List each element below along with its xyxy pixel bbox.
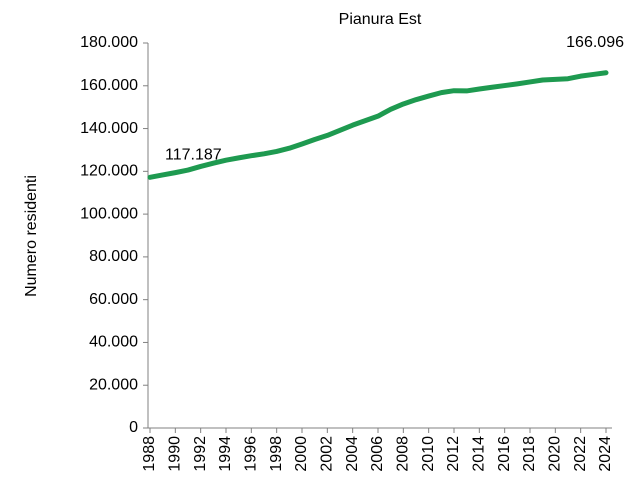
y-tick-label: 60.000 bbox=[89, 291, 138, 308]
y-tick-label: 80.000 bbox=[89, 248, 138, 265]
x-tick-label: 2018 bbox=[521, 436, 538, 472]
y-tick-label: 140.000 bbox=[80, 120, 138, 137]
x-tick-label: 1996 bbox=[243, 436, 260, 472]
x-tick-label: 1990 bbox=[167, 436, 184, 472]
x-tick-label: 2020 bbox=[547, 436, 564, 472]
x-tick-label: 2002 bbox=[319, 436, 336, 472]
x-tick-label: 2012 bbox=[445, 436, 462, 472]
y-tick-label: 40.000 bbox=[89, 334, 138, 351]
x-tick-label: 1992 bbox=[192, 436, 209, 472]
y-tick-label: 180.000 bbox=[80, 34, 138, 51]
y-tick-label: 120.000 bbox=[80, 163, 138, 180]
chart-title: Pianura Est bbox=[339, 11, 422, 28]
data-label: 117.187 bbox=[165, 147, 222, 164]
x-tick-label: 1998 bbox=[268, 436, 285, 472]
y-tick-label: 20.000 bbox=[89, 376, 138, 393]
x-tick-label: 1994 bbox=[217, 436, 234, 472]
x-tick-label: 1988 bbox=[141, 436, 158, 472]
line bbox=[147, 70, 609, 180]
y-axis-label: Numero residenti bbox=[23, 175, 40, 297]
x-tick-label: 2010 bbox=[420, 436, 437, 472]
x-tick-label: 2024 bbox=[597, 436, 614, 472]
x-tick-label: 2022 bbox=[572, 436, 589, 472]
x-tick-label: 2000 bbox=[293, 436, 310, 472]
x-tick-label: 2008 bbox=[395, 436, 412, 472]
data-label: 166.096 bbox=[566, 34, 624, 51]
x-tick-label: 2014 bbox=[471, 436, 488, 472]
y-tick-label: 0 bbox=[129, 419, 138, 436]
x-tick-label: 2006 bbox=[369, 436, 386, 472]
x-tick-label: 2004 bbox=[344, 436, 361, 472]
y-tick-label: 160.000 bbox=[80, 77, 138, 94]
x-tick-label: 2016 bbox=[496, 436, 513, 472]
y-tick-label: 100.000 bbox=[80, 205, 138, 222]
